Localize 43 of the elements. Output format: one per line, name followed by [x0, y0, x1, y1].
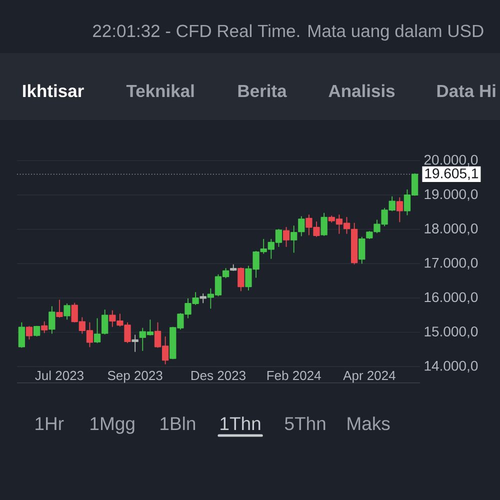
- y-tick-label: 16.000,0: [424, 292, 478, 304]
- candlestick: [26, 326, 33, 340]
- candlestick: [230, 264, 237, 271]
- y-tick-label: 18.000,0: [424, 224, 478, 236]
- candlestick: [33, 326, 40, 337]
- y-tick-label: 20.000,0: [424, 154, 478, 166]
- candlestick: [200, 293, 206, 304]
- text: 1Hr: [36, 417, 64, 430]
- y-tick-label: 15.000,0: [424, 326, 478, 338]
- text: Berita: [238, 84, 287, 98]
- y-tick-label: 17.000,0: [424, 258, 478, 270]
- x-tick-label: Sep 2023: [108, 370, 162, 383]
- candlestick: [358, 236, 366, 264]
- candlestick: [298, 216, 305, 236]
- y-tick-label: 14.000,0: [424, 360, 478, 372]
- x-tick-label: Jul 2023: [35, 370, 84, 380]
- candlestick: [64, 303, 70, 320]
- text: Analisis: [328, 84, 395, 98]
- x-tick-label: Apr 2024: [343, 370, 396, 383]
- ref-line-label: 19.605,1: [425, 168, 478, 180]
- text: 1Mgg: [90, 417, 134, 434]
- candlestick: [132, 334, 138, 352]
- candlestick: [282, 226, 290, 247]
- text: Maks: [348, 416, 390, 430]
- text: Teknikal: [126, 84, 194, 98]
- candlestick: [350, 222, 358, 264]
- text: 1Thn: [220, 416, 260, 430]
- x-tick-label: Des 2023: [191, 370, 246, 380]
- candlestick: [238, 267, 244, 292]
- candlestick: [18, 322, 26, 348]
- candlestick: [48, 306, 56, 334]
- y-tick-label: 19.000,0: [424, 189, 478, 201]
- text: 5Thn: [284, 416, 326, 430]
- text: Data Hi: [437, 84, 496, 98]
- text: 1Bln: [160, 416, 196, 430]
- candlestick: [290, 225, 298, 253]
- candlestick: [56, 300, 63, 318]
- candlestick: [396, 197, 403, 222]
- x-tick-label: Feb 2024: [267, 370, 321, 380]
- candlestick: [320, 212, 328, 236]
- candlestick: [41, 321, 48, 334]
- chart-subtitle: 22:01:32 - CFD Real Time. Mata uang dalam USD: [93, 24, 484, 41]
- text: Ikhtisar: [23, 84, 84, 98]
